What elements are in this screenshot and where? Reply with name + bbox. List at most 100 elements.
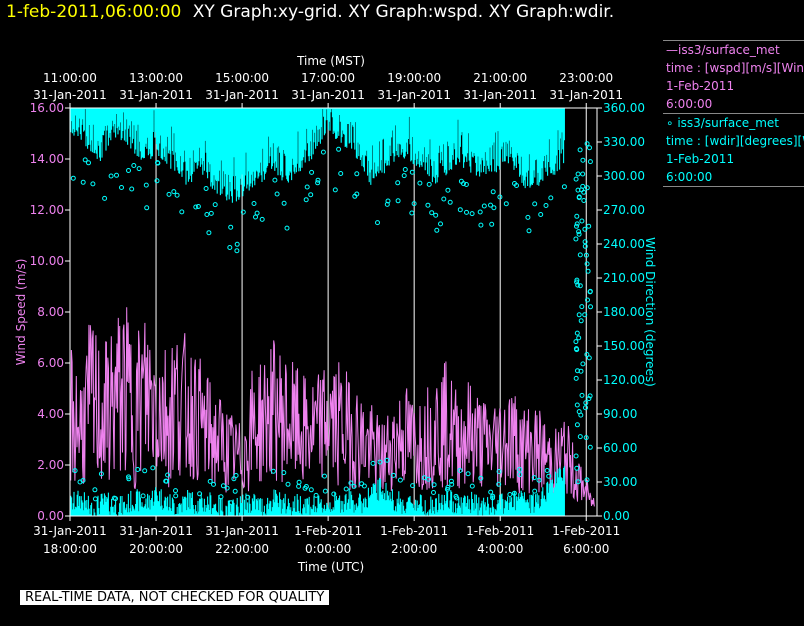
- wdir-point: [586, 396, 592, 402]
- wdir-point: [517, 467, 523, 472]
- wdir-point: [108, 173, 114, 179]
- wdir-point: [165, 472, 171, 478]
- y2-tick-label: 150.00: [603, 339, 645, 353]
- top-tick-date: 31-Jan-2011: [205, 88, 279, 102]
- y2-tick-label: 210.00: [603, 271, 645, 285]
- legend-wdir-time: 6:00:00: [666, 170, 713, 184]
- wdir-point: [582, 312, 588, 318]
- wdir-point: [425, 202, 431, 208]
- wdir-point: [587, 393, 593, 399]
- x-tick-time: 20:00:00: [129, 542, 183, 556]
- wdir-point: [143, 182, 149, 188]
- y-tick-label: 0.00: [37, 509, 64, 523]
- wdir-point: [401, 173, 407, 179]
- wdir-point: [359, 481, 365, 487]
- wdir-point: [207, 478, 213, 484]
- wdir-point: [234, 241, 240, 247]
- wdir-point: [478, 222, 484, 228]
- wdir-point: [391, 472, 396, 478]
- wdir-point: [584, 185, 590, 191]
- wdir-point: [575, 479, 581, 485]
- wdir-point: [457, 207, 463, 213]
- wdir-point: [426, 181, 432, 187]
- wdir-point: [580, 183, 586, 189]
- wdir-point: [320, 149, 326, 155]
- legend-wdir: ∘ iss3/surface_met time : [wdir][degrees…: [663, 113, 804, 187]
- wdir-point: [580, 157, 586, 163]
- wdir-point: [375, 220, 380, 226]
- wdir-point: [274, 191, 280, 197]
- y-tick-label: 6.00: [37, 356, 64, 370]
- x-tick-time: 0:00:00: [305, 542, 351, 556]
- wdir-point: [543, 203, 549, 208]
- wdir-point: [331, 491, 337, 497]
- wdir-point: [385, 198, 391, 204]
- wdir-point: [496, 469, 502, 474]
- x-tick-time: 18:00:00: [43, 542, 97, 556]
- wdir-point: [338, 171, 344, 176]
- legend-wspd-date: 1-Feb-2011: [666, 79, 735, 93]
- wdir-point: [173, 488, 178, 494]
- wdir-point: [135, 467, 141, 472]
- y-tick-label: 10.00: [30, 254, 64, 268]
- header-datetime: 1-feb-2011,06:00:00: [6, 2, 182, 22]
- wdir-point: [296, 483, 302, 489]
- wdir-point: [457, 468, 463, 473]
- wdir-point: [585, 297, 590, 303]
- wdir-point: [245, 494, 251, 500]
- legend-wdir-date: 1-Feb-2011: [666, 152, 735, 166]
- wdir-point: [587, 145, 592, 151]
- wdir-point: [574, 221, 580, 227]
- wdir-point: [224, 485, 230, 491]
- wdir-point: [129, 186, 135, 192]
- x-tick-date: 1-Feb-2011: [380, 524, 448, 538]
- wdir-point: [584, 352, 590, 357]
- wdir-point: [583, 252, 589, 258]
- wdir-point: [536, 477, 542, 483]
- wdir-point: [92, 487, 98, 493]
- top-tick-time: 23:00:00: [559, 71, 613, 85]
- wdir-point: [409, 169, 415, 175]
- wdir-point: [577, 283, 583, 289]
- wdir-point: [490, 189, 496, 195]
- wdir-point: [561, 184, 567, 190]
- wdir-point: [72, 468, 78, 474]
- wdir-point: [163, 478, 169, 484]
- wdir-point: [343, 486, 349, 492]
- legend-wspd: —iss3/surface_met time : [wspd][m/s][Win…: [663, 41, 804, 113]
- wdir-point: [90, 181, 96, 187]
- wdir-point: [573, 339, 579, 345]
- wspd-series: [69, 307, 595, 507]
- wdir-point: [449, 481, 455, 487]
- wdir-point: [206, 230, 212, 236]
- wdir-point: [454, 495, 460, 501]
- wdir-point: [579, 392, 585, 398]
- wdir-point: [281, 470, 287, 476]
- wdir-point: [573, 453, 579, 459]
- top-tick-date: 31-Jan-2011: [549, 88, 623, 102]
- y-tick-label: 4.00: [37, 407, 64, 421]
- wdir-point: [259, 216, 265, 222]
- wdir-point: [417, 180, 423, 186]
- wdir-point: [114, 172, 119, 178]
- wdir-point: [240, 209, 246, 215]
- wdir-point: [303, 484, 309, 489]
- wdir-point: [489, 221, 495, 227]
- wdir-point: [285, 481, 291, 487]
- wdir-point: [395, 180, 401, 186]
- wdir-point: [582, 239, 588, 245]
- y2-tick-label: 300.00: [603, 169, 645, 183]
- wdir-point: [193, 204, 199, 210]
- wdir-point: [431, 482, 437, 488]
- wdir-point: [574, 465, 580, 471]
- top-tick-time: 19:00:00: [387, 71, 441, 85]
- wdir-point: [426, 476, 431, 482]
- wdir-point: [514, 183, 519, 188]
- wdir-point: [478, 475, 484, 481]
- legend-wspd-time: 6:00:00: [666, 97, 713, 111]
- wdir-point: [525, 214, 531, 220]
- wdir-point: [588, 304, 593, 310]
- wdir-point: [370, 460, 376, 466]
- x-tick-date: 1-Feb-2011: [466, 524, 534, 538]
- wdir-point: [573, 236, 579, 242]
